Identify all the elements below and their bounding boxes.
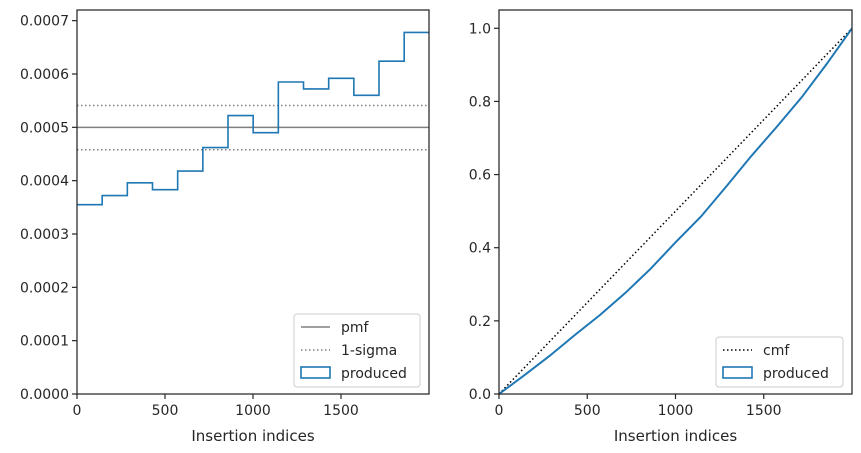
legend-label-pmf: pmf bbox=[341, 320, 370, 336]
right-y-ticks: 0.0 0.2 0.4 0.6 0.8 1.0 bbox=[469, 21, 499, 403]
left-y-tick-label: 0.0004 bbox=[20, 174, 69, 190]
right-x-tick-label: 0 bbox=[495, 403, 504, 419]
right-y-tick-label: 0.6 bbox=[469, 168, 491, 184]
legend-label-cmf: cmf bbox=[763, 343, 790, 359]
right-y-tick-label: 1.0 bbox=[469, 21, 491, 37]
legend-label-1-sigma: 1-sigma bbox=[341, 343, 397, 359]
left-x-ticks: 0 500 1000 1500 bbox=[73, 394, 359, 419]
legend-label-produced: produced bbox=[341, 366, 407, 382]
left-legend: pmf 1-sigma produced bbox=[293, 313, 421, 388]
left-y-tick-label: 0.0007 bbox=[20, 14, 69, 30]
right-plot-frame bbox=[498, 9, 853, 395]
right-y-tick-label: 0.2 bbox=[469, 314, 491, 330]
legend-swatch-produced bbox=[300, 366, 331, 379]
produced-cumulative-line bbox=[498, 27, 853, 395]
left-y-tick-label: 0.0006 bbox=[20, 67, 69, 83]
left-x-tick-label: 1000 bbox=[235, 403, 271, 419]
right-y-tick-label: 0.8 bbox=[469, 94, 491, 110]
right-x-tick-label: 500 bbox=[574, 403, 601, 419]
legend-label-produced: produced bbox=[763, 366, 829, 382]
left-x-tick-label: 500 bbox=[152, 403, 179, 419]
right-x-axis-label: Insertion indices bbox=[614, 427, 737, 445]
right-chart-panel: 0.0 0.2 0.4 0.6 0.8 1.0 0 500 1000 1500 Insertio… bbox=[469, 9, 853, 445]
left-y-tick-label: 0.0002 bbox=[20, 280, 69, 296]
right-x-tick-label: 1500 bbox=[746, 403, 782, 419]
left-y-tick-label: 0.0003 bbox=[20, 227, 69, 243]
right-y-tick-label: 0.4 bbox=[469, 241, 491, 257]
right-series-layer bbox=[498, 27, 853, 395]
left-legend-box bbox=[293, 313, 421, 388]
left-series-layer bbox=[76, 31, 429, 206]
left-y-ticks: 0.0000 0.0001 0.0002 0.0003 0.0004 0.0005 0.00… bbox=[20, 14, 77, 403]
cmf-line bbox=[498, 27, 853, 395]
left-x-axis-label: Insertion indices bbox=[191, 427, 314, 445]
right-legend: cmf produced bbox=[715, 336, 844, 388]
left-y-tick-label: 0.0001 bbox=[20, 334, 69, 350]
right-x-ticks: 0 500 1000 1500 bbox=[495, 394, 782, 419]
right-y-tick-label: 0.0 bbox=[469, 387, 491, 403]
produced-histogram-step bbox=[77, 31, 429, 206]
legend-swatch-produced bbox=[722, 366, 753, 379]
left-x-tick-label: 0 bbox=[73, 403, 82, 419]
left-y-tick-label: 0.0005 bbox=[20, 120, 69, 136]
left-chart-panel: 0.0000 0.0001 0.0002 0.0003 0.0004 0.0005 0.00… bbox=[20, 9, 430, 445]
left-x-tick-label: 1500 bbox=[323, 403, 359, 419]
left-y-tick-label: 0.0000 bbox=[20, 387, 69, 403]
right-x-tick-label: 1000 bbox=[658, 403, 694, 419]
